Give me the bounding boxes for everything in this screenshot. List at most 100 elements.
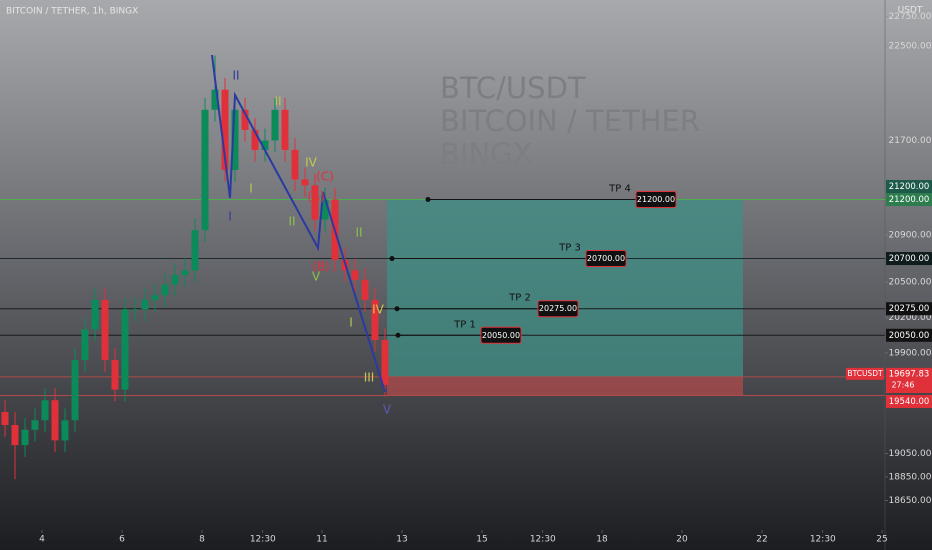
price-tag [886,193,932,207]
y-tick-label: 20500.00 [889,278,932,288]
wave-label: (B) [312,260,330,274]
candle-body [381,340,389,385]
last-price-name: BTCUSDT [847,369,883,378]
price-tag-label: 20050.00 [889,331,930,341]
target-tag [537,300,579,318]
candle-body [41,400,49,421]
y-tick-label: 22500.00 [889,42,932,52]
wave-label: (C) [316,170,334,184]
wave-label: V [312,270,321,284]
candle-body [281,109,289,150]
y-tick-label: 22750.00 [889,12,932,22]
price-tag [886,252,932,266]
candle-body [161,284,169,296]
target-tag [480,326,522,344]
watermark: BTC/USDT BITCOIN / TETHER BINGX [440,71,700,171]
price-tag [886,328,932,342]
wave-label: II [355,226,362,240]
candle-body [61,420,69,441]
candle-body [1,412,9,426]
x-tick-label: 12:30 [810,535,836,545]
wave-label: I [349,316,353,330]
watermark-line: BITCOIN / TETHER [440,104,700,138]
last-price-name-tag [846,367,884,380]
price-tag-label: 20275.00 [889,304,930,314]
price-tag-label: 19540.00 [889,397,930,407]
candle-body [231,109,239,171]
loss-zone [387,376,743,396]
watermark-line: BTC/USDT [440,71,586,105]
candle-body [291,149,299,180]
watermark-line: BINGX [440,137,532,171]
last-price-tag [886,367,932,392]
last-price-countdown: 27:46 [891,380,914,389]
y-tick-label: 19050.00 [889,449,932,459]
candle-body [321,199,329,220]
target-name: TP 3 [558,243,581,254]
price-tag-label: 21200.00 [889,195,930,205]
price-tag [886,180,932,194]
candle-body [361,279,369,300]
wave-label: II [274,95,281,109]
x-tick-label: 12:30 [250,535,276,545]
candle-body [311,185,319,220]
candle-body [221,89,229,171]
x-tick-label: 18 [596,535,608,545]
wave-label: I [249,182,253,196]
wave-label: IV [372,303,385,317]
candle-body [201,109,209,231]
candle-body [91,299,99,330]
y-tick-label: 21700.00 [889,136,932,146]
candle-body [101,299,109,361]
candle-body [111,360,119,390]
elliott-wave-line [211,54,386,393]
last-price-label: 19697.83 [889,369,930,379]
y-tick-label: 19900.00 [889,348,932,358]
y-tick-label: 20200.00 [889,313,932,323]
candle-body [241,109,249,130]
wave-label: V [383,403,392,417]
x-tick-label: 4 [39,535,45,545]
y-tick-label: 18650.00 [889,496,932,506]
price-tag-label: 20700.00 [889,254,930,264]
wave-label: IV [305,156,318,170]
y-tick-label: 18850.00 [889,472,932,482]
target-name: TP 4 [608,184,631,195]
x-tick-label: 20 [676,535,688,545]
price-tag-label: 21200.00 [889,182,930,192]
candle-body [71,360,79,421]
target-tag-label: 20050.00 [482,331,520,340]
header-title: BITCOIN / TETHER, 1h, BINGX [6,7,138,17]
y-tick-label: 20900.00 [889,230,932,240]
x-tick-label: 22 [756,535,767,545]
target-tag [635,191,677,209]
wave-label: II [288,215,295,229]
candle-body [21,429,29,446]
x-tick-label: 11 [316,535,327,545]
wave-label: III [364,371,375,385]
candle-body [271,109,279,141]
candle-body [131,309,139,311]
wave-label: (A) [307,190,325,204]
candle-body [301,179,309,186]
candle-body [181,270,189,276]
x-tick-label: 12:30 [530,535,556,545]
currency: USDT [898,6,923,16]
x-tick-label: 8 [199,535,205,545]
target-tag-label: 21200.00 [637,195,675,204]
candle-body [121,309,129,390]
candle-body [251,129,259,150]
candle-body [141,299,149,310]
candle-body [351,270,359,280]
candle-body [151,295,159,300]
target-tag-label: 20700.00 [587,254,625,263]
wave-label: I [228,210,232,224]
candle-body [211,89,219,110]
x-tick-label: 15 [476,535,487,545]
candle-body [81,329,89,361]
x-tick-label: 13 [396,535,407,545]
candle-body [31,420,39,430]
price-tag [886,302,932,316]
candle-body [191,230,199,271]
target-tag-label: 20275.00 [539,304,577,313]
